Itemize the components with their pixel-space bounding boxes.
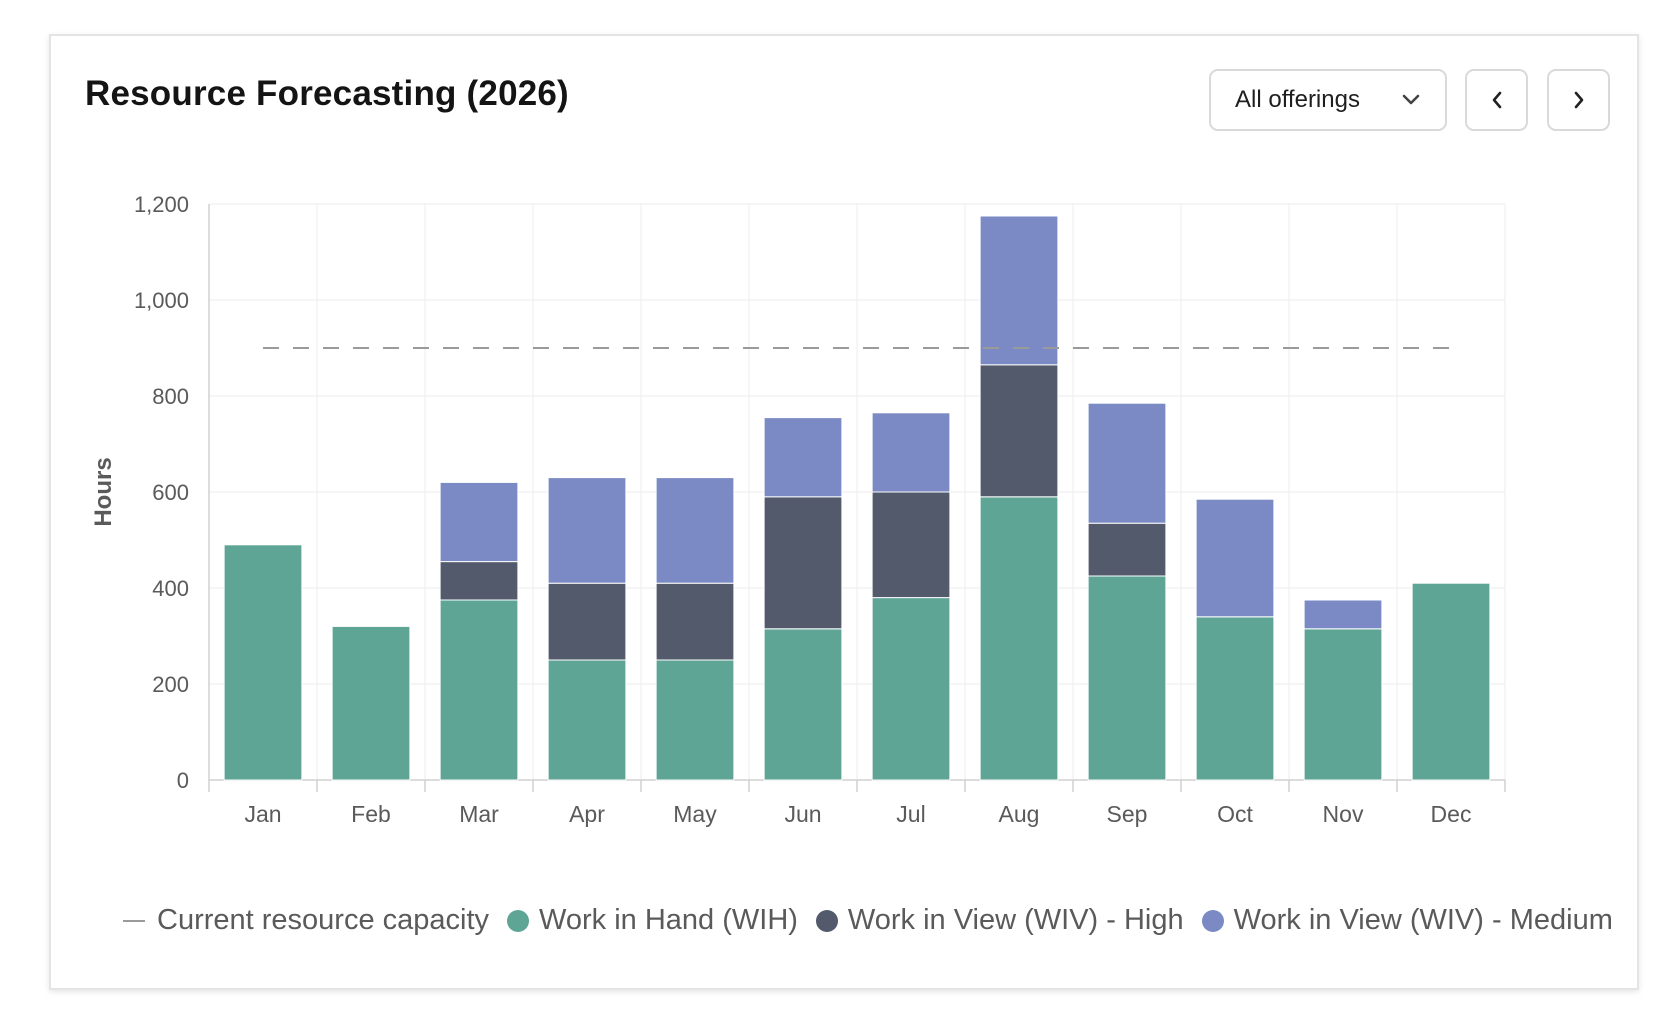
bar-wiv-high (979, 364, 1059, 498)
chevron-left-icon (1490, 90, 1504, 110)
bar-wih (439, 599, 519, 781)
y-tick-label: 1,000 (134, 288, 189, 313)
x-tick-label: Oct (1217, 801, 1253, 827)
offerings-dropdown[interactable]: All offerings (1209, 69, 1447, 131)
bar-wiv-medium (871, 412, 951, 493)
legend-item-wih[interactable]: Work in Hand (WIH) (507, 904, 798, 937)
chevron-right-icon (1572, 90, 1586, 110)
legend-capacity-line (123, 919, 145, 922)
legend-label-wih: Work in Hand (WIH) (539, 904, 798, 936)
bar-wiv-high (439, 561, 519, 601)
y-tick-label: 1,200 (134, 192, 189, 217)
page-title: Resource Forecasting (2026) (85, 74, 569, 113)
bar-wih (871, 597, 951, 781)
x-tick-label: Apr (569, 801, 605, 827)
x-tick-label: Mar (459, 801, 499, 827)
x-tick-label: Aug (999, 801, 1040, 827)
bar-wiv-medium (439, 481, 519, 563)
bar-wih (763, 628, 843, 781)
y-axis-title: Hours (90, 457, 117, 526)
y-tick-label: 800 (152, 384, 189, 409)
bar-wiv-medium (763, 417, 843, 498)
x-tick-label: Jun (784, 801, 821, 827)
bar-wih (655, 659, 735, 781)
x-tick-label: Dec (1431, 801, 1472, 827)
x-tick-label: Sep (1107, 801, 1148, 827)
legend-wiv-medium-dot (1201, 909, 1224, 932)
bar-wiv-medium (655, 477, 735, 584)
chart-card: Resource Forecasting (2026) All offering… (49, 34, 1639, 990)
legend-item-wiv-high[interactable]: Work in View (WIV) - High (815, 904, 1184, 937)
bar-wiv-high (1087, 522, 1167, 577)
bar-wih (547, 659, 627, 781)
bar-wiv-medium (979, 215, 1059, 366)
bar-wiv-high (763, 496, 843, 630)
x-tick-label: Feb (351, 801, 391, 827)
previous-button[interactable] (1465, 69, 1528, 131)
legend-label-wiv-high: Work in View (WIV) - High (847, 904, 1184, 936)
x-tick-label: May (673, 801, 717, 827)
bar-wih (1411, 582, 1491, 781)
bar-wih (979, 496, 1059, 781)
bar-wiv-medium (1087, 402, 1167, 524)
legend-wiv-high-dot (815, 909, 838, 932)
y-tick-label: 400 (152, 576, 189, 601)
offerings-dropdown-label: All offerings (1235, 86, 1360, 113)
x-tick-label: Jul (896, 801, 925, 827)
bar-wiv-high (547, 582, 627, 661)
y-tick-label: 600 (152, 480, 189, 505)
bar-wiv-medium (547, 477, 627, 584)
bar-wih (331, 625, 411, 781)
y-tick-label: 0 (177, 768, 189, 793)
bar-wih (1087, 575, 1167, 781)
bar-wih (1195, 616, 1275, 781)
bar-wiv-high (655, 582, 735, 661)
legend-label-wiv-medium: Work in View (WIV) - Medium (1233, 904, 1613, 936)
x-tick-label: Jan (244, 801, 281, 827)
y-tick-label: 200 (152, 672, 189, 697)
legend-label-capacity: Current resource capacity (157, 904, 490, 936)
bar-wiv-high (871, 491, 951, 599)
next-button[interactable] (1547, 69, 1610, 131)
bar-wih (1303, 628, 1383, 781)
chart-legend: Current resource capacity Work in Hand (… (123, 904, 1631, 937)
bar-wiv-medium (1195, 498, 1275, 618)
legend-wih-dot (507, 909, 530, 932)
bar-wiv-medium (1303, 599, 1383, 630)
stacked-bar-chart: 0 200 400 600 800 1,000 1,200 Hours Jan Feb Mar Apr… (90, 192, 1506, 827)
legend-item-capacity[interactable]: Current resource capacity (123, 904, 489, 937)
x-tick-label: Nov (1323, 801, 1364, 827)
chevron-down-icon (1401, 93, 1421, 107)
bar-wih (223, 544, 303, 781)
legend-item-wiv-medium[interactable]: Work in View (WIV) - Medium (1201, 904, 1613, 937)
